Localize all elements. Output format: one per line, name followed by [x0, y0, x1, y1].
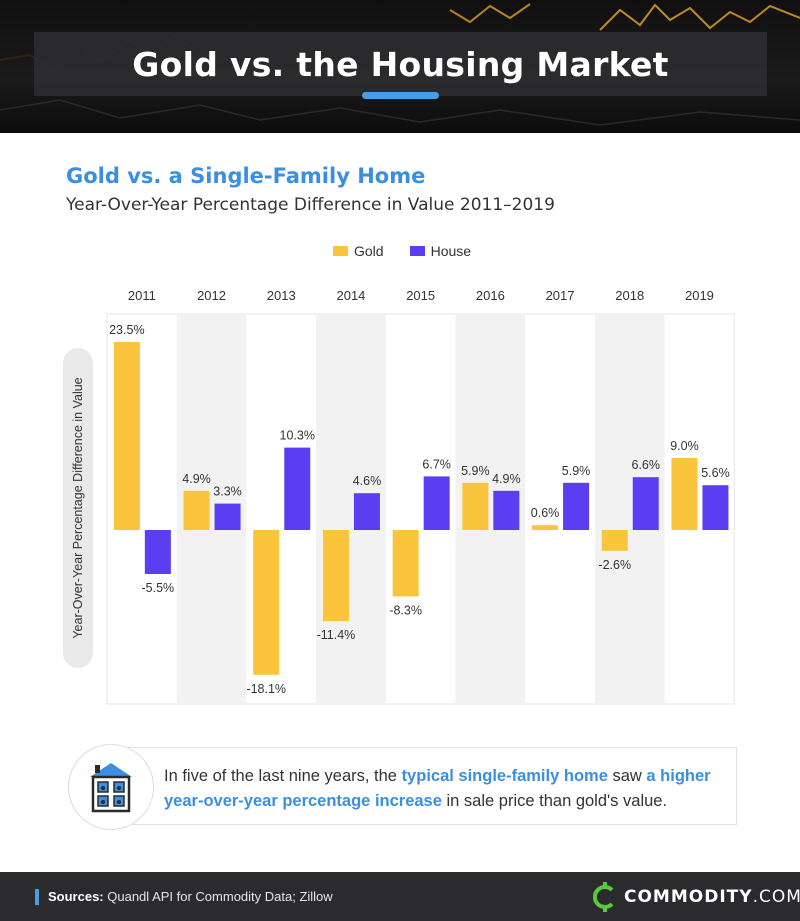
house-data-label: 4.6%: [353, 474, 382, 488]
gold-data-label: -18.1%: [246, 682, 286, 696]
gold-bar: [392, 530, 419, 597]
brand-name-bold: COMMODITY: [624, 887, 753, 907]
legend-item-gold: Gold: [333, 243, 384, 259]
insight-icon-circle: [68, 744, 154, 830]
legend-swatch-house: [409, 246, 425, 256]
legend-label-gold: Gold: [354, 243, 384, 259]
house-data-label: 3.3%: [213, 485, 242, 499]
sources-text: Sources: Quandl API for Commodity Data; …: [48, 889, 333, 904]
insight-highlight-2: a higher year-over-year percentage incre…: [164, 767, 711, 810]
year-tick-label: 2013: [267, 288, 296, 303]
year-tick-label: 2019: [685, 288, 714, 303]
page-title: Gold vs. the Housing Market: [132, 44, 669, 84]
year-tick-label: 2018: [615, 288, 644, 303]
gold-data-label: -8.3%: [389, 603, 422, 617]
gold-bar: [671, 458, 698, 530]
insight-box: [100, 747, 737, 825]
sources-list: Quandl API for Commodity Data; Zillow: [103, 889, 333, 904]
gold-bar: [183, 490, 210, 530]
gold-data-label: 5.9%: [461, 464, 490, 478]
insight-text-1: In five of the last nine years, the: [164, 767, 402, 785]
house-data-label: 6.7%: [422, 457, 451, 471]
brand-logo[interactable]: COMMODITY.COM: [593, 882, 800, 912]
title-underline: [362, 92, 439, 99]
house-data-label: -5.5%: [142, 581, 175, 595]
year-tick-label: 2017: [546, 288, 575, 303]
gold-data-label: 9.0%: [670, 439, 699, 453]
house-bar: [702, 485, 729, 530]
gold-data-label: -2.6%: [598, 558, 631, 572]
house-data-label: 10.3%: [280, 429, 315, 443]
gold-data-label: 23.5%: [109, 323, 144, 337]
insight-text-3: in sale price than gold's value.: [441, 792, 668, 810]
house-bar: [563, 482, 590, 530]
legend-item-house: House: [409, 243, 472, 259]
gold-bar: [462, 482, 489, 530]
chart-subtitle: Year-Over-Year Percentage Difference in …: [66, 195, 555, 215]
y-axis-label-pill: [63, 348, 93, 668]
house-bar: [353, 493, 380, 530]
title-box: Gold vs. the Housing Market: [34, 32, 767, 96]
house-data-label: 6.6%: [632, 458, 661, 472]
gold-bar: [601, 530, 628, 551]
year-tick-label: 2016: [476, 288, 505, 303]
brand-name-suffix: .COM: [752, 887, 800, 907]
gold-data-label: -11.4%: [317, 628, 356, 642]
footer-accent-bar: [35, 889, 39, 905]
house-bar: [284, 447, 311, 530]
insight-highlight-1: typical single-family home: [401, 767, 608, 785]
legend-swatch-gold: [333, 246, 348, 256]
commodity-logo-icon: [593, 882, 614, 912]
gold-data-label: 4.9%: [182, 472, 211, 486]
sources-label: Sources:: [48, 889, 104, 904]
year-tick-label: 2012: [197, 288, 226, 303]
house-data-label: 5.9%: [562, 464, 591, 478]
insight-text-2: saw: [607, 767, 647, 785]
house-data-label: 4.9%: [492, 472, 521, 486]
year-tick-label: 2014: [336, 288, 365, 303]
brand-name: COMMODITY.COM: [624, 887, 800, 907]
gold-data-label: 0.6%: [531, 506, 560, 520]
house-bar: [632, 477, 659, 530]
gold-bar: [532, 525, 559, 530]
insight-text: In five of the last nine years, the typi…: [164, 764, 734, 814]
house-bar: [423, 476, 450, 530]
bar-chart: 201123.5%-5.5%20124.9%3.3%2013-18.1%10.3…: [106, 288, 735, 705]
footer: Sources: Quandl API for Commodity Data; …: [0, 872, 800, 921]
house-bar: [214, 503, 241, 530]
house-bar: [144, 530, 171, 574]
chart-title: Gold vs. a Single-Family Home: [66, 164, 426, 188]
gold-bar: [322, 530, 349, 622]
year-tick-label: 2015: [406, 288, 435, 303]
house-icon: [90, 763, 132, 813]
house-bar: [493, 490, 520, 530]
header-banner: Gold vs. the Housing Market: [0, 0, 800, 133]
house-data-label: 5.6%: [701, 466, 730, 480]
gold-bar: [253, 530, 280, 675]
gold-bar: [113, 342, 140, 530]
legend-label-house: House: [430, 243, 472, 259]
year-tick-label: 2011: [128, 288, 156, 303]
chart-legend: Gold House: [333, 243, 497, 259]
